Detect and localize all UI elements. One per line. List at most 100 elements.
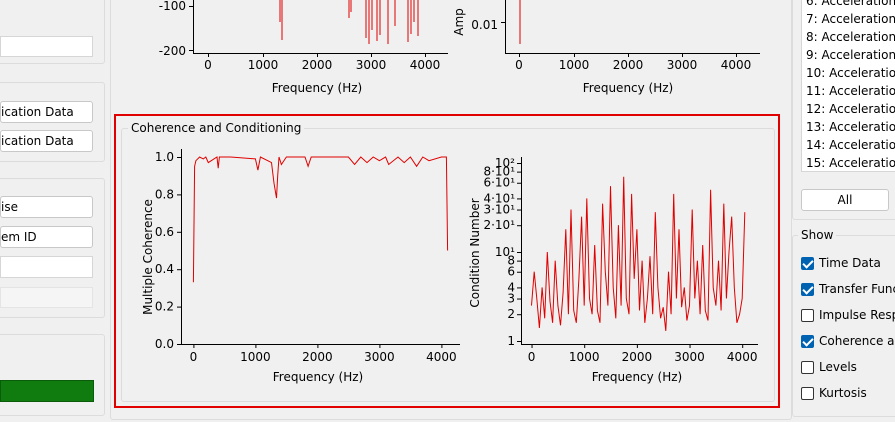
coherence-xlabel: Frequency (Hz) xyxy=(273,370,364,384)
top-left-ytick-2: -200 xyxy=(159,44,186,58)
coherence-chart: 0.0 0.2 0.4 0.6 0.8 1.0 0 1000 2000 3000 4000 Mul… xyxy=(141,149,460,384)
condition-xtick: 3000 xyxy=(674,350,705,364)
system-id-field[interactable]: em ID xyxy=(0,226,93,248)
condition-xtick: 4000 xyxy=(727,350,758,364)
left-input-empty[interactable] xyxy=(0,256,93,278)
condition-xtick: 2000 xyxy=(622,350,653,364)
show-option[interactable]: Time Data xyxy=(801,254,881,272)
left-input-disabled xyxy=(0,287,93,308)
condition-ytick: 1 xyxy=(507,334,515,348)
checkbox-unchecked-icon[interactable] xyxy=(801,386,814,400)
top-right-chart: Amp 0.01 0 1000 2000 3000 4000 Frequency… xyxy=(452,0,760,95)
channel-list-item[interactable]: 13: Acceleration xyxy=(806,120,895,134)
channel-list-item[interactable]: 7: Acceleration xyxy=(806,12,895,26)
top-right-xtick-4: 4000 xyxy=(721,58,752,72)
checkbox-unchecked-icon[interactable] xyxy=(801,308,814,322)
condition-ytick: 6·10¹ xyxy=(483,176,515,190)
condition-ytick: 2 xyxy=(507,307,515,321)
top-right-ytick: 0.01 xyxy=(471,18,498,32)
show-option[interactable]: Coherence ar xyxy=(801,332,895,350)
show-option-label: Coherence ar xyxy=(819,334,895,348)
channel-list-item[interactable]: 8: Acceleration xyxy=(806,30,895,44)
checkbox-checked-icon[interactable] xyxy=(801,282,814,296)
channel-list[interactable]: 6: Acceleration 7: Acceleration 8: Acceler… xyxy=(801,0,895,172)
show-option[interactable]: Impulse Resp xyxy=(801,306,895,324)
coherence-xtick: 4000 xyxy=(426,350,457,364)
top-left-xtick-4: 4000 xyxy=(410,58,441,72)
load-data-label-2: ication Data xyxy=(1,134,74,148)
condition-ytick: 2·10¹ xyxy=(483,218,515,232)
top-right-ylabel: Amp xyxy=(452,8,466,36)
coherence-ytick: 0.2 xyxy=(155,300,174,314)
show-option[interactable]: Kurtosis xyxy=(801,384,867,402)
condition-xtick: 1000 xyxy=(569,350,600,364)
condition-ytick: 6 xyxy=(507,265,515,279)
channel-list-item[interactable]: 15: Acceleration xyxy=(806,156,895,170)
top-right-xtick-2: 2000 xyxy=(613,58,644,72)
coherence-ytick: 0.6 xyxy=(155,225,174,239)
channel-list-item[interactable]: 11: Acceleration xyxy=(806,84,895,98)
condition-xtick: 0 xyxy=(528,350,536,364)
coherence-group xyxy=(121,128,775,402)
top-left-ytick-1: -100 xyxy=(159,0,186,13)
show-option-label: Impulse Resp xyxy=(819,308,895,322)
coherence-xtick: 1000 xyxy=(240,350,271,364)
all-button-label: All xyxy=(837,193,853,207)
show-option-label: Transfer Func xyxy=(819,282,895,296)
noise-field-label: ise xyxy=(1,200,18,214)
coherence-ytick: 0.0 xyxy=(155,337,174,351)
condition-ytick: 10¹ xyxy=(495,245,515,259)
condition-ytick: 4 xyxy=(507,280,515,294)
show-option-label: Levels xyxy=(819,360,857,374)
channel-list-item[interactable]: 10: Acceleration xyxy=(806,66,895,80)
left-input-top[interactable] xyxy=(0,36,93,57)
channel-list-item[interactable]: 14: Acceleration xyxy=(806,138,895,152)
coherence-xtick: 3000 xyxy=(364,350,395,364)
load-data-button-1[interactable]: ication Data xyxy=(0,101,93,123)
coherence-xtick: 2000 xyxy=(302,350,333,364)
top-left-xlabel: Frequency (Hz) xyxy=(272,81,363,95)
top-left-chart: -100 -200 0 1000 2000 3000 4000 Frequenc… xyxy=(159,0,448,95)
system-id-field-label: em ID xyxy=(1,230,37,244)
coherence-ytick: 0.4 xyxy=(155,262,174,276)
show-option[interactable]: Transfer Func xyxy=(801,280,895,298)
load-data-button-2[interactable]: ication Data xyxy=(0,130,93,152)
checkbox-checked-icon[interactable] xyxy=(801,256,814,270)
noise-field[interactable]: ise xyxy=(0,196,93,218)
show-group-title: Show xyxy=(798,228,837,242)
left-group-progress xyxy=(0,334,105,416)
coherence-series-line xyxy=(192,156,449,283)
coherence-ytick: 0.8 xyxy=(155,187,174,201)
checkbox-unchecked-icon[interactable] xyxy=(801,360,814,374)
condition-series-line xyxy=(531,176,746,331)
condition-ylabel: Condition Number xyxy=(468,198,482,307)
condition-ytick: 3·10¹ xyxy=(483,203,515,217)
channel-list-item[interactable]: 6: Acceleration xyxy=(806,0,895,8)
show-option-label: Kurtosis xyxy=(819,386,867,400)
top-right-xtick-0: 0 xyxy=(515,58,523,72)
condition-xlabel: Frequency (Hz) xyxy=(592,370,683,384)
coherence-ylabel: Multiple Coherence xyxy=(141,199,155,315)
coherence-ytick: 1.0 xyxy=(155,150,174,164)
condition-ytick: 8 xyxy=(507,254,515,268)
top-right-xtick-1: 1000 xyxy=(559,58,590,72)
plots-frame xyxy=(110,0,792,420)
condition-ytick: 8·10¹ xyxy=(483,165,515,179)
condition-ytick: 10² xyxy=(495,156,515,170)
progress-bar xyxy=(0,380,94,402)
top-right-xlabel: Frequency (Hz) xyxy=(583,81,674,95)
channel-list-item[interactable]: 9: Acceleration xyxy=(806,48,895,62)
condition-ytick: 4·10¹ xyxy=(483,191,515,205)
coherence-group-title: Coherence and Conditioning xyxy=(128,121,305,135)
top-right-xtick-3: 3000 xyxy=(667,58,698,72)
show-option[interactable]: Levels xyxy=(801,358,857,376)
top-left-xtick-3: 3000 xyxy=(356,58,387,72)
checkbox-checked-icon[interactable] xyxy=(801,334,814,348)
all-button[interactable]: All xyxy=(801,189,889,211)
channel-list-item[interactable]: 12: Acceleration xyxy=(806,102,895,116)
coherence-highlight xyxy=(114,114,780,408)
load-data-label-1: ication Data xyxy=(1,105,74,119)
top-left-xtick-2: 2000 xyxy=(302,58,333,72)
top-left-xtick-0: 0 xyxy=(204,58,212,72)
top-left-xtick-1: 1000 xyxy=(248,58,279,72)
